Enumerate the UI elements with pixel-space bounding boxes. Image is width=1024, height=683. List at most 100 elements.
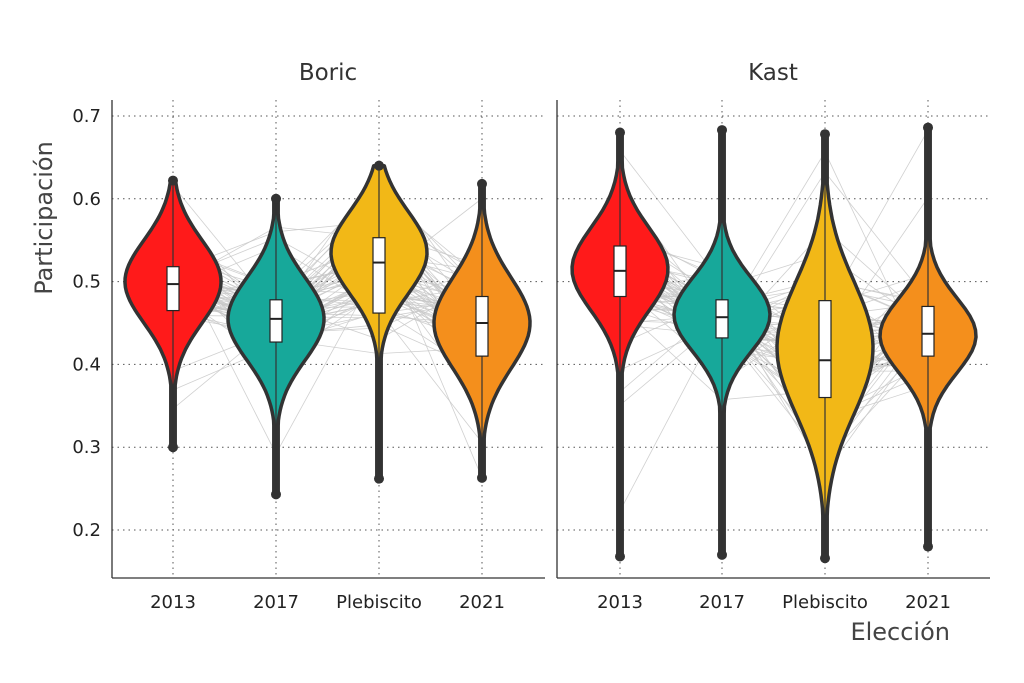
- box-boric-plebiscito: [372, 237, 386, 314]
- connecting-line-kast: [619, 252, 929, 332]
- connecting-line-boric: [172, 226, 483, 321]
- connecting-line-boric: [172, 221, 483, 340]
- box-boric-2013: [166, 266, 180, 312]
- box-kast-plebiscito: [818, 300, 832, 399]
- box-kast-2017: [715, 299, 729, 339]
- connecting-line-kast: [619, 261, 929, 417]
- min-point-boric-2017: [271, 489, 281, 500]
- facet-title-boric: Boric: [299, 60, 357, 86]
- connecting-line-boric: [172, 237, 483, 334]
- max-point-boric-2021: [477, 178, 487, 189]
- x-tick-label-boric-2017: 2017: [253, 592, 299, 613]
- x-axis-title: Elección: [850, 618, 950, 646]
- x-tick-label-kast-2017: 2017: [699, 592, 745, 613]
- box-boric-2017: [269, 299, 283, 343]
- connecting-line-boric: [172, 271, 483, 369]
- connecting-line-kast: [619, 289, 929, 376]
- connecting-line-kast: [619, 292, 929, 442]
- connecting-line-kast: [619, 226, 929, 344]
- max-point-kast-2021: [923, 122, 933, 133]
- connecting-line-kast: [619, 287, 929, 461]
- y-tick-label-0.3: 0.3: [72, 437, 101, 458]
- connecting-line-kast: [619, 248, 929, 327]
- violins: [123, 122, 978, 564]
- connecting-line-boric: [172, 244, 483, 347]
- connecting-line-kast: [619, 308, 929, 369]
- y-tick-label-0.5: 0.5: [72, 272, 101, 293]
- connecting-line-boric: [172, 236, 483, 308]
- connecting-line-kast: [619, 299, 929, 432]
- max-point-boric-plebiscito: [374, 160, 384, 171]
- connecting-line-boric: [172, 276, 483, 318]
- x-tick-label-kast-plebiscito: Plebiscito: [782, 592, 868, 613]
- connecting-line-kast: [619, 300, 929, 336]
- x-tick-label-boric-2013: 2013: [150, 592, 196, 613]
- connecting-line-kast: [619, 298, 929, 345]
- connecting-line-boric: [172, 201, 483, 319]
- min-point-kast-2017: [717, 549, 727, 560]
- facet-title-kast: Kast: [748, 60, 798, 86]
- connecting-line-kast: [619, 229, 929, 379]
- connecting-line-kast: [619, 150, 929, 377]
- connecting-line-boric: [172, 250, 483, 455]
- x-tick-label-kast-2013: 2013: [597, 592, 643, 613]
- connecting-line-kast: [619, 219, 929, 448]
- connecting-line-boric: [172, 183, 483, 292]
- connecting-line-boric: [172, 205, 483, 371]
- connecting-line-boric: [172, 266, 483, 342]
- connecting-line-kast: [619, 171, 929, 336]
- connecting-line-boric: [172, 277, 483, 365]
- x-tick-label-boric-2021: 2021: [459, 592, 505, 613]
- min-point-kast-2021: [923, 541, 933, 552]
- connecting-line-kast: [619, 211, 929, 337]
- connecting-line-boric: [172, 275, 483, 340]
- connecting-line-boric: [172, 278, 483, 346]
- connecting-line-kast: [619, 273, 929, 357]
- y-tick-label-0.4: 0.4: [72, 354, 101, 375]
- max-point-kast-2017: [717, 125, 727, 136]
- min-point-boric-2013: [168, 442, 178, 453]
- connecting-line-kast: [619, 316, 929, 512]
- x-tick-label-boric-plebiscito: Plebiscito: [336, 592, 422, 613]
- connecting-line-kast: [619, 252, 929, 310]
- connecting-line-boric: [172, 209, 483, 346]
- connecting-line-kast: [619, 272, 929, 383]
- connecting-line-kast: [619, 229, 929, 447]
- y-tick-label-0.2: 0.2: [72, 520, 101, 541]
- connecting-line-kast: [619, 293, 929, 394]
- connecting-line-boric: [172, 292, 483, 340]
- connecting-line-kast: [619, 183, 929, 460]
- connecting-line-boric: [172, 232, 483, 478]
- connecting-line-kast: [619, 238, 929, 371]
- connecting-line-kast: [619, 278, 929, 393]
- connecting-line-kast: [619, 228, 929, 343]
- y-tick-label-0.7: 0.7: [72, 106, 101, 127]
- connecting-line-boric: [172, 217, 483, 366]
- max-point-kast-2013: [615, 127, 625, 138]
- connecting-line-kast: [619, 287, 929, 366]
- connecting-line-kast: [619, 297, 929, 404]
- max-point-boric-2017: [271, 193, 281, 204]
- connecting-line-kast: [619, 306, 929, 401]
- y-tick-label-0.6: 0.6: [72, 189, 101, 210]
- min-point-kast-2013: [615, 551, 625, 562]
- min-point-boric-2021: [477, 472, 487, 483]
- x-tick-label-kast-2021: 2021: [905, 592, 951, 613]
- connecting-line-boric: [172, 252, 483, 321]
- connecting-line-boric: [172, 248, 483, 308]
- connecting-line-boric: [172, 285, 483, 346]
- connecting-line-kast: [619, 305, 929, 342]
- y-axis-title: Participación: [30, 141, 58, 295]
- connecting-line-boric: [172, 265, 483, 348]
- connecting-lines: [172, 129, 929, 512]
- connecting-line-boric: [172, 255, 483, 315]
- connecting-line-boric: [172, 261, 483, 345]
- box-boric-2021: [475, 295, 489, 357]
- max-point-kast-plebiscito: [820, 129, 830, 140]
- min-point-boric-plebiscito: [374, 473, 384, 484]
- connecting-line-kast: [619, 232, 929, 396]
- max-point-boric-2013: [168, 175, 178, 186]
- connecting-line-boric: [172, 185, 483, 348]
